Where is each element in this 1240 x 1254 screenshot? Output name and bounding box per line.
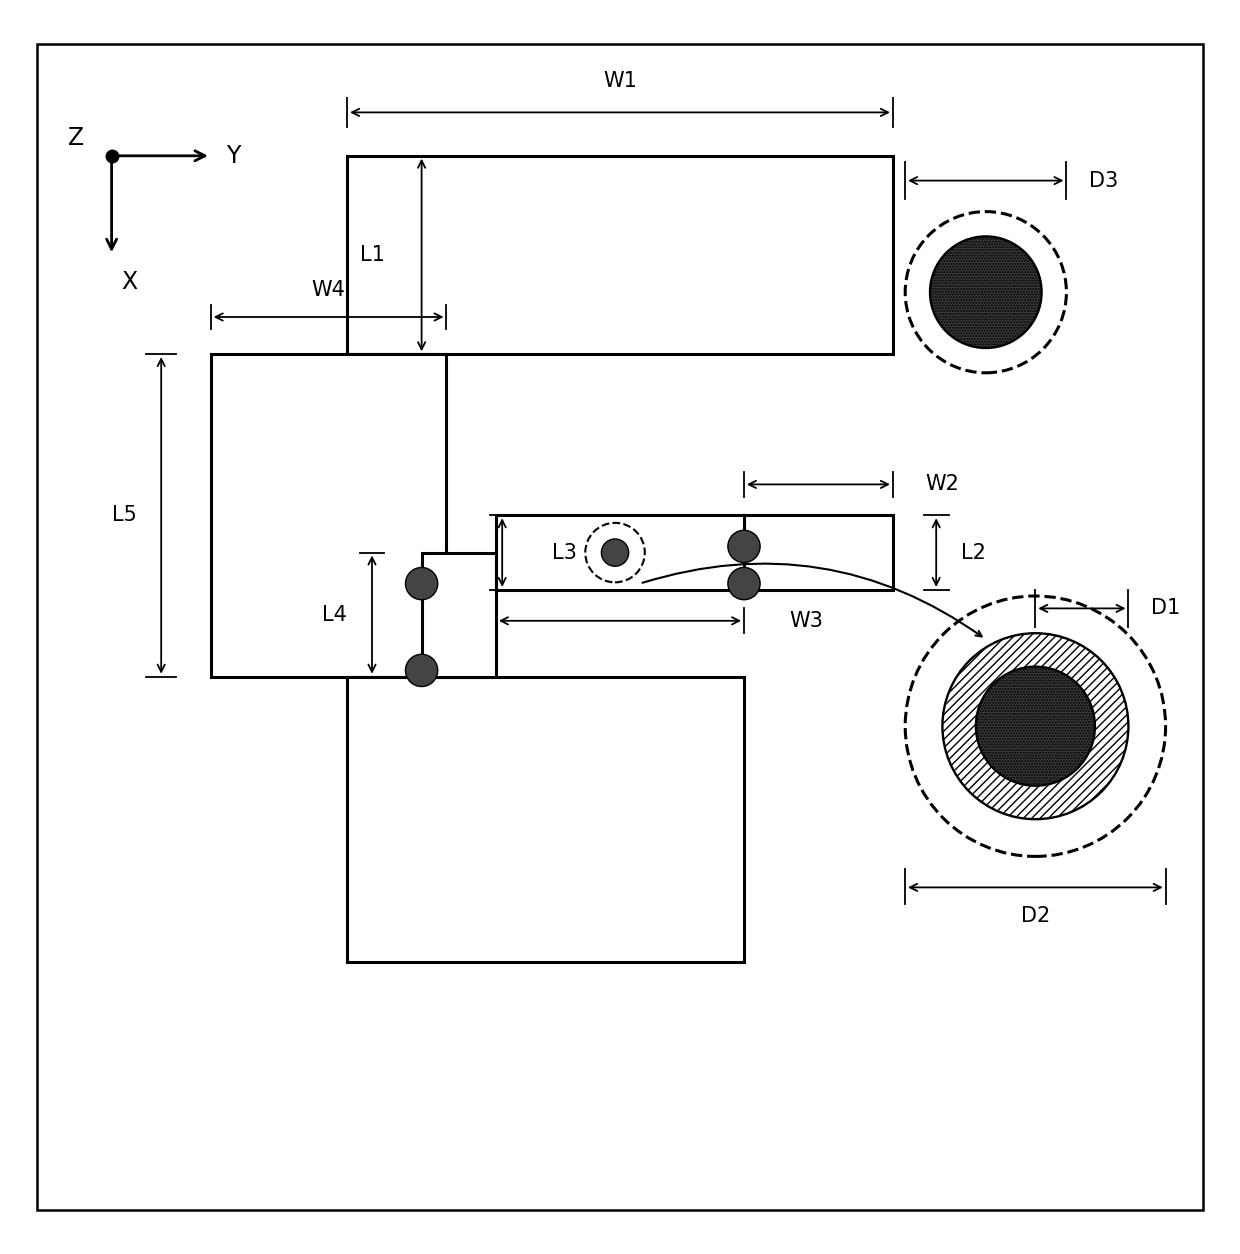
Circle shape	[930, 237, 1042, 349]
Bar	[744, 515, 893, 589]
Text: L3: L3	[552, 543, 577, 563]
Bar	[496, 515, 744, 589]
Text: W2: W2	[925, 474, 960, 494]
Text: L4: L4	[322, 604, 347, 624]
Text: W3: W3	[789, 611, 823, 631]
Text: D3: D3	[1089, 171, 1118, 191]
Text: D2: D2	[1021, 905, 1050, 925]
Text: X: X	[122, 270, 138, 293]
Circle shape	[976, 667, 1095, 786]
Circle shape	[405, 655, 438, 686]
Text: L5: L5	[112, 505, 136, 525]
Text: L1: L1	[360, 245, 384, 265]
Bar	[347, 677, 744, 962]
Circle shape	[585, 523, 645, 582]
Text: Z: Z	[68, 125, 84, 149]
Circle shape	[728, 530, 760, 563]
Circle shape	[942, 633, 1128, 819]
Bar	[347, 155, 893, 354]
Bar	[422, 553, 496, 677]
Text: L2: L2	[961, 543, 986, 563]
Text: W1: W1	[603, 71, 637, 92]
Circle shape	[728, 568, 760, 599]
Bar	[211, 354, 446, 677]
Circle shape	[405, 568, 438, 599]
Text: D1: D1	[1151, 598, 1180, 618]
Text: Y: Y	[226, 144, 241, 168]
Text: W4: W4	[311, 280, 346, 300]
Circle shape	[601, 539, 629, 567]
